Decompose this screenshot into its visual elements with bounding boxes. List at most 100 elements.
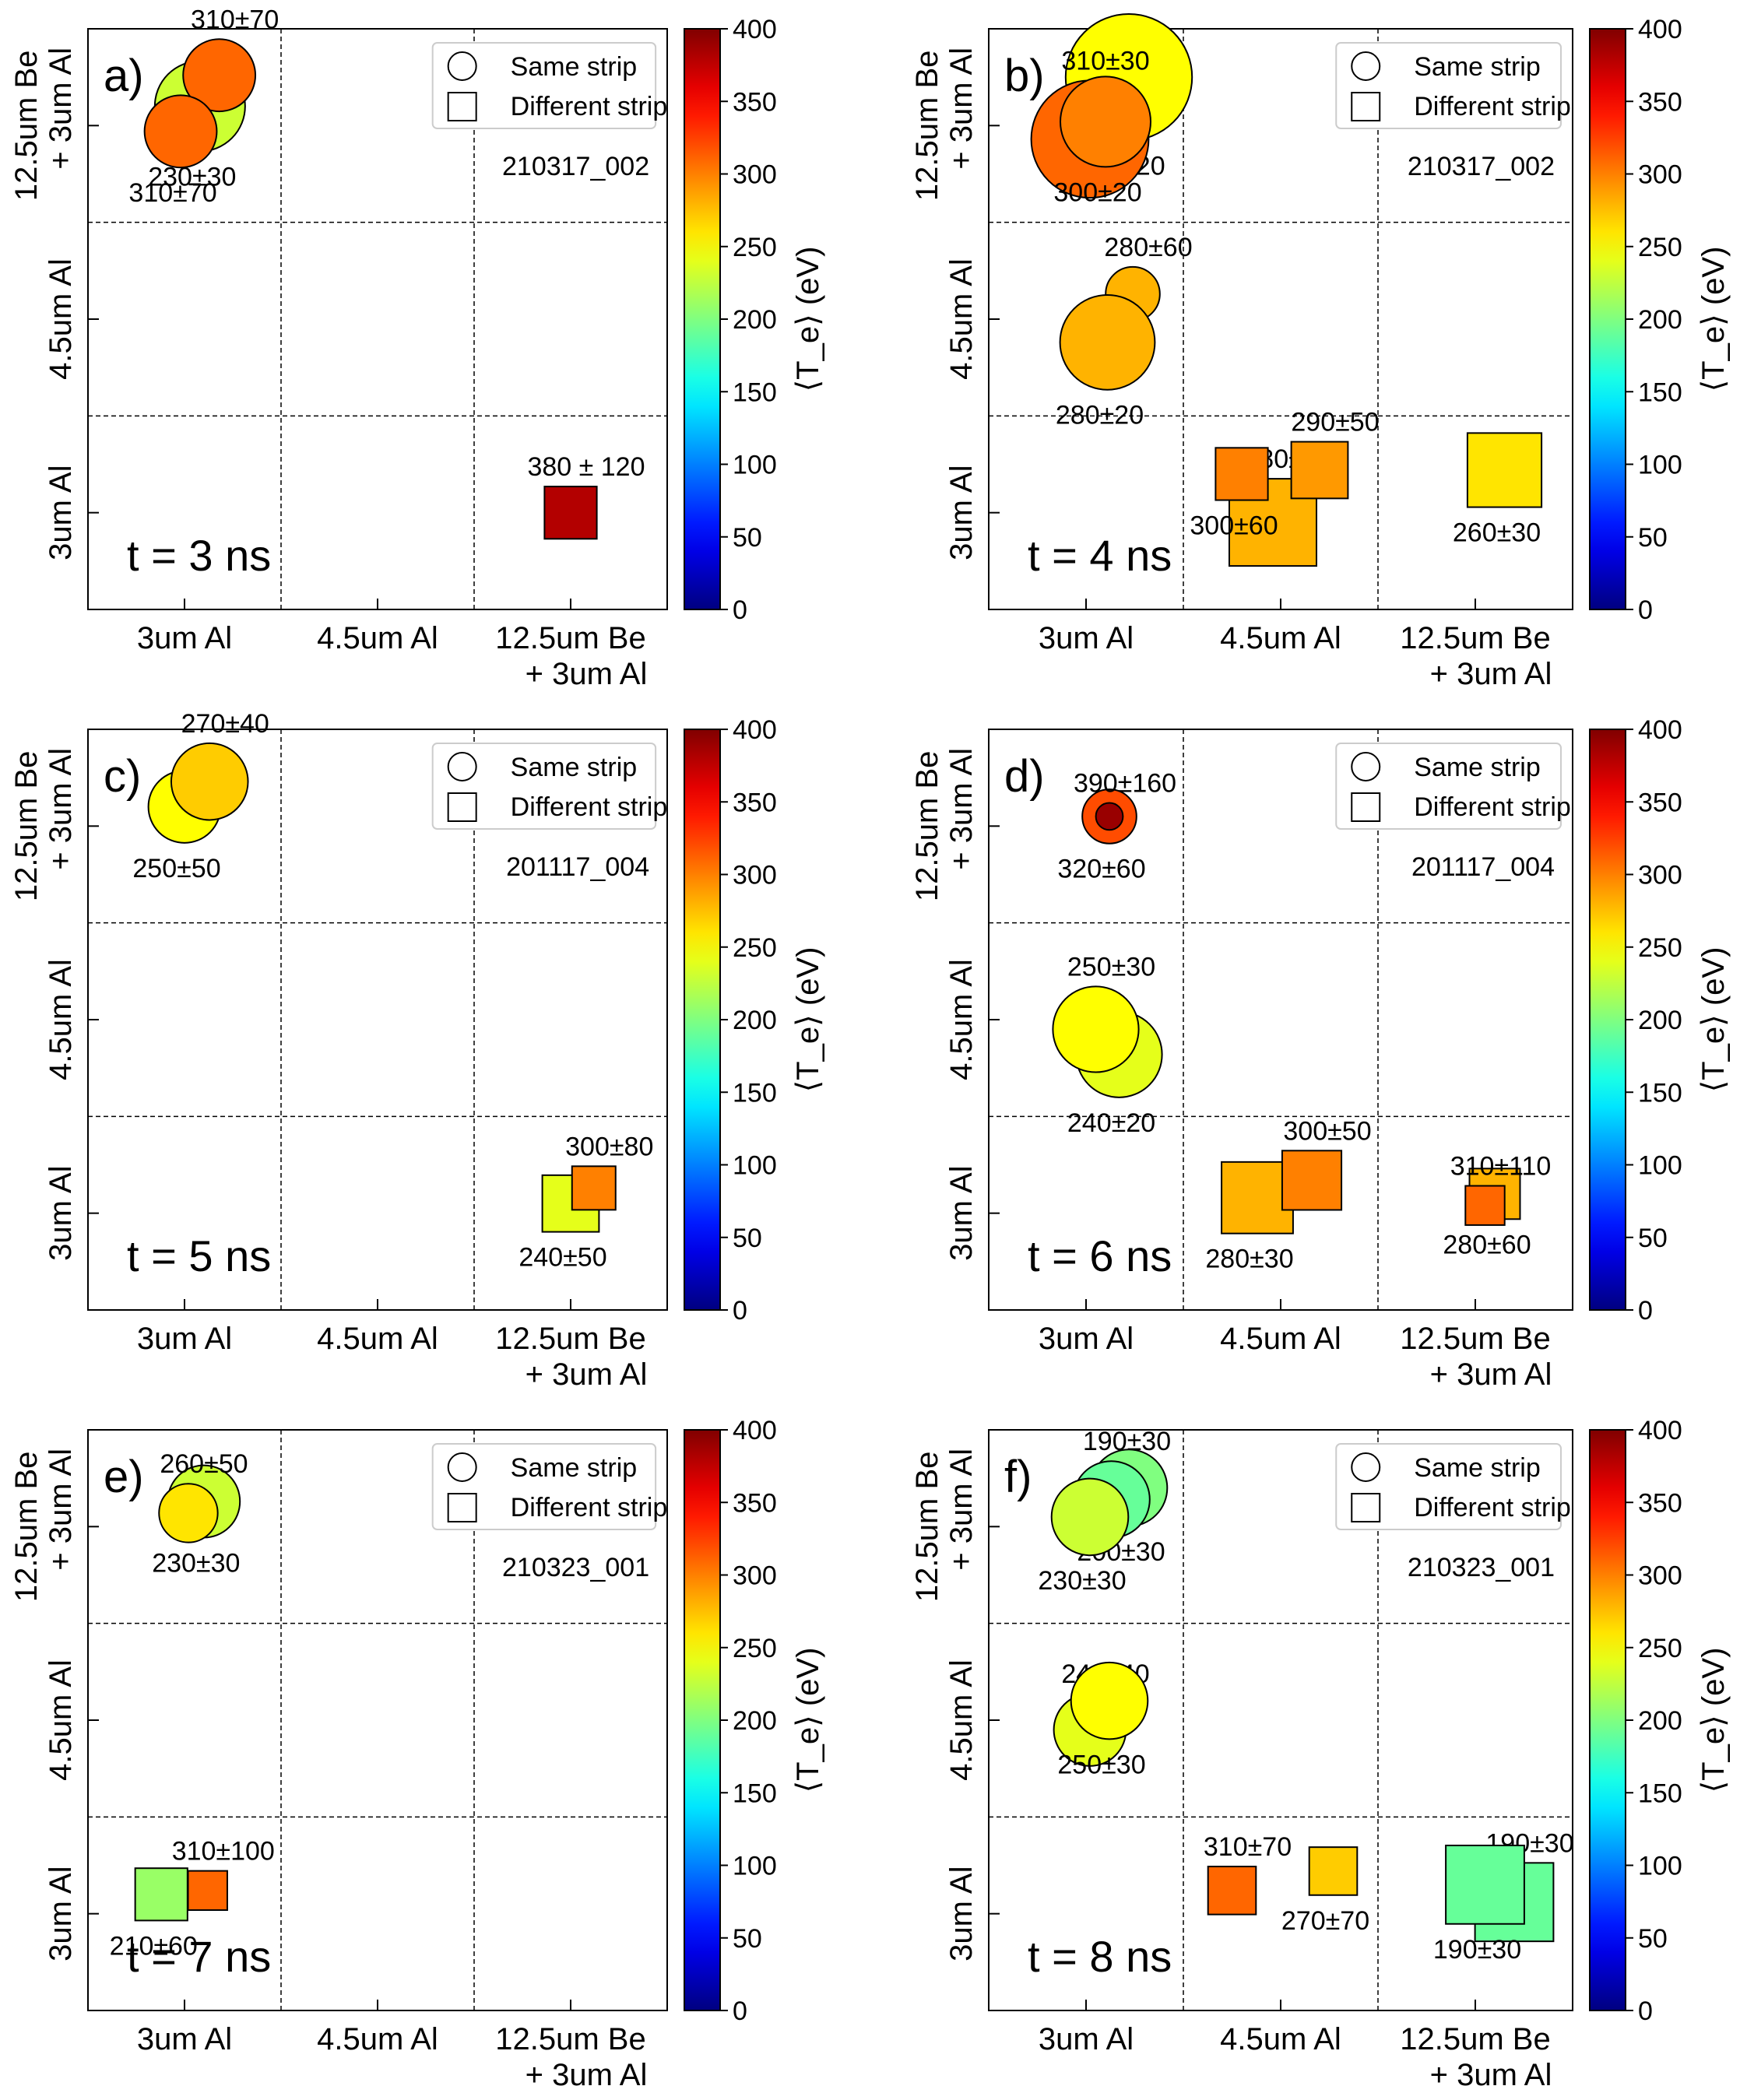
colorbar-tick-label: 300 — [1638, 1561, 1682, 1591]
legend-square-icon — [1351, 1493, 1381, 1522]
point-label: 210±60 — [110, 1931, 198, 1961]
legend-circle-label: Same strip — [511, 1453, 638, 1483]
y-tick-label: 12.5um Be — [9, 1452, 44, 1602]
point-label: 300±20 — [1053, 177, 1141, 207]
colorbar-tick-label: 150 — [1638, 378, 1682, 407]
colorbar-tick-label: 150 — [1638, 1779, 1682, 1808]
legend-circle-icon — [1351, 1452, 1381, 1482]
point-label: 310±70 — [128, 178, 216, 208]
point-label: 390±160 — [1074, 769, 1176, 799]
x-tick-label: + 3um Al — [1430, 657, 1552, 691]
point-label: 310±100 — [172, 1837, 275, 1866]
marker-circle — [1050, 1477, 1130, 1557]
legend-circle-icon — [1351, 752, 1381, 781]
legend-square-label: Different strip — [511, 92, 668, 121]
point-label: 280±60 — [1443, 1230, 1531, 1259]
colorbar-tick-label: 350 — [733, 87, 777, 117]
legend-circle-label: Same strip — [511, 52, 638, 82]
y-tick-label: 12.5um Be — [9, 751, 44, 901]
point-label: 300±60 — [1190, 511, 1278, 541]
panel-label: c) — [104, 751, 141, 802]
colorbar-tick-label: 100 — [733, 451, 777, 480]
legend-box — [431, 1443, 657, 1530]
x-tick-label: 12.5um Be — [1400, 1322, 1550, 1356]
colorbar-tick-label: 250 — [733, 933, 777, 963]
point-label: 250±30 — [1057, 1750, 1145, 1779]
time-label: t = 4 ns — [1028, 531, 1172, 580]
colorbar-tick-label: 400 — [1638, 15, 1682, 44]
colorbar-tick-label: 350 — [1638, 1488, 1682, 1518]
time-label: t = 7 ns — [127, 1932, 271, 1981]
point-label: 280±60 — [1104, 233, 1192, 262]
colorbar-tick-label: 300 — [733, 160, 777, 190]
y-tick-label: + 3um Al — [944, 748, 979, 870]
x-tick-label: + 3um Al — [526, 1357, 648, 1392]
x-tick-label: + 3um Al — [1430, 1357, 1552, 1392]
shot-id: 210323_001 — [502, 1553, 649, 1582]
point-label: 230±30 — [148, 162, 236, 191]
colorbar-tick-label: 350 — [1638, 87, 1682, 117]
colorbar-label: ⟨T_e⟩ (eV) — [791, 247, 825, 392]
legend-circle-icon — [1351, 51, 1381, 81]
legend-circle-icon — [447, 752, 477, 781]
point-label: 270±40 — [181, 709, 269, 739]
point-label: 300±50 — [1283, 1116, 1371, 1146]
legend-circle-icon — [447, 1452, 477, 1482]
y-tick-label: 4.5um Al — [944, 258, 979, 380]
marker-circle — [170, 742, 249, 821]
colorbar-label: ⟨T_e⟩ (eV) — [1696, 1648, 1731, 1793]
legend-square-icon — [1351, 792, 1381, 822]
legend-square-icon — [447, 1493, 477, 1522]
point-label: 310±110 — [1450, 1152, 1552, 1182]
colorbar-tick-label: 50 — [733, 1924, 762, 1954]
legend-square-label: Different strip — [1414, 1493, 1571, 1522]
colorbar — [1589, 28, 1626, 610]
point-label: 250±50 — [132, 854, 220, 883]
colorbar — [1589, 729, 1626, 1311]
x-tick-label: 3um Al — [1039, 2022, 1134, 2056]
marker-circle — [143, 94, 218, 169]
legend-circle-label: Same strip — [1414, 1453, 1541, 1483]
shot-id: 210323_001 — [1408, 1553, 1555, 1582]
colorbar-tick-label: 400 — [1638, 715, 1682, 745]
colorbar-label: ⟨T_e⟩ (eV) — [1696, 247, 1731, 392]
colorbar-tick-label: 100 — [733, 1852, 777, 1881]
colorbar-tick-label: 100 — [1638, 1852, 1682, 1881]
marker-circle — [158, 1483, 219, 1543]
x-tick-label: + 3um Al — [526, 2058, 648, 2092]
x-tick-label: 4.5um Al — [1220, 621, 1341, 655]
marker-square — [1281, 1150, 1343, 1211]
colorbar-tick-label: 400 — [733, 715, 777, 745]
panel-label: e) — [104, 1452, 144, 1502]
y-tick-label: 4.5um Al — [944, 959, 979, 1080]
point-label: 190±30 — [1433, 1935, 1521, 1965]
x-tick-label: 12.5um Be — [495, 621, 645, 655]
legend-square-label: Different strip — [511, 792, 668, 822]
y-tick-label: + 3um Al — [44, 748, 78, 870]
y-tick-label: 4.5um Al — [944, 1659, 979, 1781]
legend-square-icon — [447, 92, 477, 121]
y-tick-label: 4.5um Al — [44, 1659, 78, 1781]
marker-square — [134, 1867, 188, 1922]
colorbar-tick-label: 0 — [733, 1296, 747, 1326]
x-tick-label: 12.5um Be — [495, 1322, 645, 1356]
time-label: t = 6 ns — [1028, 1231, 1172, 1280]
colorbar-tick-label: 200 — [1638, 1006, 1682, 1035]
colorbar-tick-label: 300 — [1638, 861, 1682, 890]
colorbar — [1589, 1429, 1626, 2011]
legend-box — [431, 42, 657, 129]
x-tick-label: + 3um Al — [526, 657, 648, 691]
y-tick-label: 3um Al — [944, 1166, 979, 1261]
marker-circle — [182, 38, 257, 113]
y-tick-label: 12.5um Be — [9, 51, 44, 201]
legend-circle-icon — [447, 51, 477, 81]
time-label: t = 8 ns — [1028, 1932, 1172, 1981]
y-tick-label: 12.5um Be — [910, 751, 944, 901]
legend-square-label: Different strip — [1414, 92, 1571, 121]
y-tick-label: + 3um Al — [44, 47, 78, 170]
colorbar-tick-label: 50 — [1638, 1924, 1668, 1954]
point-label: 230±30 — [152, 1548, 240, 1578]
